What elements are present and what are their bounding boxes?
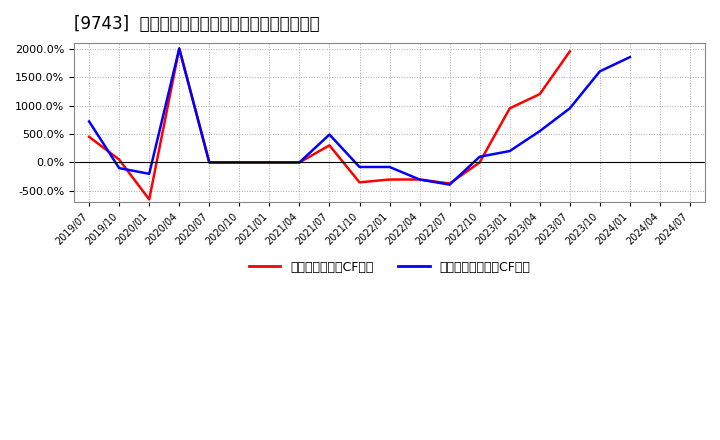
有利子負債フリーCF比率 <box>355 165 364 170</box>
Line: 有利子負債フリーCF比率: 有利子負債フリーCF比率 <box>89 48 630 185</box>
有利子負債営業CF比率 <box>325 143 334 148</box>
Text: [9743]  有利子負債キャッシュフロー比率の推移: [9743] 有利子負債キャッシュフロー比率の推移 <box>74 15 320 33</box>
有利子負債フリーCF比率 <box>565 106 574 111</box>
有利子負債営業CF比率 <box>415 177 424 182</box>
有利子負債フリーCF比率 <box>145 171 153 176</box>
有利子負債フリーCF比率 <box>626 55 634 60</box>
有利子負債フリーCF比率 <box>295 160 304 165</box>
有利子負債フリーCF比率 <box>385 165 394 170</box>
有利子負債営業CF比率 <box>85 134 94 139</box>
有利子負債営業CF比率 <box>265 160 274 165</box>
有利子負債フリーCF比率 <box>415 177 424 182</box>
有利子負債フリーCF比率 <box>505 148 514 154</box>
有利子負債営業CF比率 <box>445 181 454 186</box>
有利子負債営業CF比率 <box>355 180 364 185</box>
有利子負債営業CF比率 <box>145 197 153 202</box>
有利子負債フリーCF比率 <box>235 160 243 165</box>
有利子負債営業CF比率 <box>505 106 514 111</box>
Line: 有利子負債営業CF比率: 有利子負債営業CF比率 <box>89 48 570 199</box>
有利子負債営業CF比率 <box>536 92 544 97</box>
有利子負債営業CF比率 <box>205 160 214 165</box>
有利子負債フリーCF比率 <box>475 154 484 159</box>
有利子負債フリーCF比率 <box>325 132 334 137</box>
有利子負債フリーCF比率 <box>595 69 604 74</box>
Legend: 有利子負債営業CF比率, 有利子負債フリーCF比率: 有利子負債営業CF比率, 有利子負債フリーCF比率 <box>243 256 536 279</box>
有利子負債営業CF比率 <box>235 160 243 165</box>
有利子負債営業CF比率 <box>175 46 184 51</box>
有利子負債フリーCF比率 <box>536 128 544 134</box>
有利子負債フリーCF比率 <box>175 46 184 51</box>
有利子負債営業CF比率 <box>295 160 304 165</box>
有利子負債営業CF比率 <box>385 177 394 182</box>
有利子負債フリーCF比率 <box>85 119 94 124</box>
有利子負債営業CF比率 <box>565 49 574 54</box>
有利子負債フリーCF比率 <box>445 182 454 187</box>
有利子負債営業CF比率 <box>115 157 124 162</box>
有利子負債フリーCF比率 <box>115 165 124 171</box>
有利子負債フリーCF比率 <box>205 160 214 165</box>
有利子負債フリーCF比率 <box>265 160 274 165</box>
有利子負債営業CF比率 <box>475 160 484 165</box>
